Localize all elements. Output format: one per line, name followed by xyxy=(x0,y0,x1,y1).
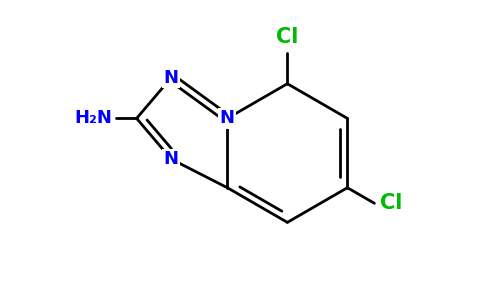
Text: H₂N: H₂N xyxy=(75,110,112,128)
Text: N: N xyxy=(220,110,235,128)
Text: N: N xyxy=(164,69,179,87)
Text: Cl: Cl xyxy=(276,27,299,47)
Text: Cl: Cl xyxy=(380,193,402,213)
Text: N: N xyxy=(164,150,179,168)
